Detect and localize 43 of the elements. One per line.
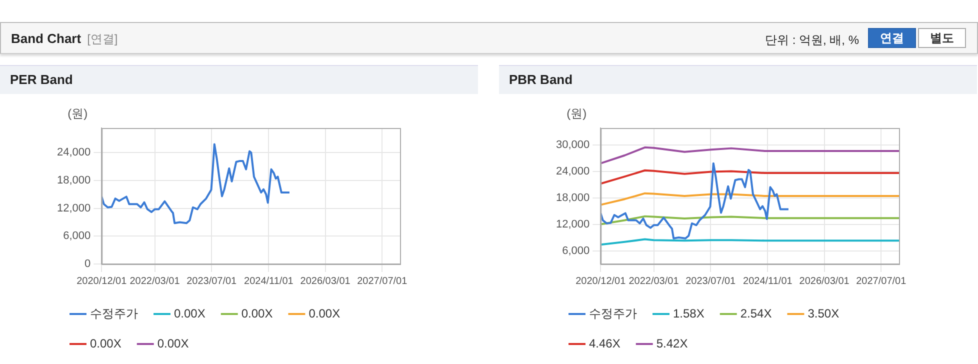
legend-label: 0.00X: [174, 306, 206, 320]
legend-label: 수정주가: [589, 306, 637, 320]
text: Band Chart: [11, 31, 82, 46]
x-tick-label: 2026/03/01: [300, 276, 351, 287]
y-tick-label: 18,000: [56, 174, 91, 186]
x-tick-label: 2027/07/01: [856, 276, 907, 287]
chart-title: PER Band: [0, 65, 478, 94]
legend-label: 0.00X: [308, 306, 340, 320]
y-tick-label: 6,000: [562, 244, 590, 257]
x-tick-label: 2026/03/01: [799, 276, 850, 287]
text: 단위 : 억원, 배, %: [764, 32, 859, 49]
x-tick-label: 2024/11/01: [244, 276, 294, 287]
legend-label: 0.00X: [241, 306, 273, 320]
legend-label: 0.00X: [157, 336, 189, 350]
y-tick-label: 30,000: [556, 138, 590, 151]
text: 별도: [918, 28, 966, 48]
y-tick-label: 6,000: [63, 230, 91, 242]
legend-label: 4.46X: [589, 336, 620, 350]
legend-label: 5.42X: [656, 336, 688, 350]
x-tick-label: 2020/12/01: [576, 276, 626, 287]
legend-label: 1.58X: [673, 306, 704, 320]
y-axis-title: (원): [566, 106, 587, 120]
y-tick-label: 24,000: [56, 146, 91, 159]
x-tick-label: 2022/03/01: [628, 276, 680, 287]
x-tick-label: 2022/03/01: [130, 276, 180, 287]
y-tick-label: 12,000: [56, 202, 91, 214]
y-axis-title: (원): [68, 106, 88, 120]
legend-label: 3.50X: [808, 306, 840, 320]
x-tick-label: 2023/07/01: [186, 276, 238, 287]
legend-label: 수정주가: [90, 306, 138, 320]
text: [연결]: [87, 32, 118, 46]
chart-title: PBR Band: [499, 65, 977, 94]
legend-label: 2.54X: [740, 306, 772, 320]
y-tick-label: 18,000: [556, 192, 590, 204]
text: 연결: [868, 28, 916, 48]
y-tick-label: 12,000: [556, 218, 590, 230]
legend-label: 0.00X: [90, 336, 122, 350]
x-tick-label: 2024/11/01: [743, 276, 793, 287]
y-tick-label: 0: [84, 258, 91, 270]
x-tick-label: 2027/07/01: [357, 276, 408, 287]
x-tick-label: 2020/12/01: [76, 276, 128, 287]
y-tick-label: 24,000: [556, 165, 590, 178]
x-tick-label: 2023/07/01: [686, 276, 736, 287]
